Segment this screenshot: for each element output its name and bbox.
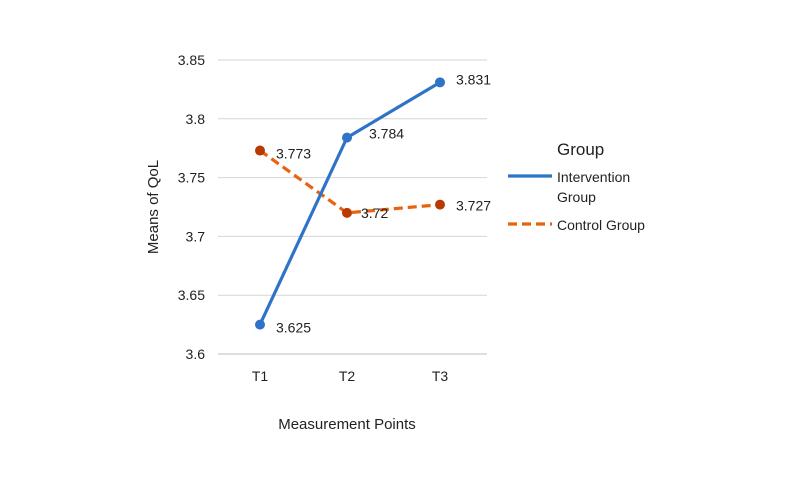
x-axis-title: Measurement Points: [278, 416, 416, 433]
data-label: 3.72: [361, 205, 388, 221]
x-tick-label: T2: [339, 368, 356, 384]
series-lines: [255, 77, 445, 329]
intervention-data-point: [342, 133, 352, 143]
y-tick-label: 3.65: [178, 287, 205, 303]
y-tick-label: 3.8: [186, 111, 206, 127]
legend: Group Intervention Group Control Group: [508, 140, 645, 233]
data-label: 3.727: [456, 198, 491, 214]
data-label: 3.831: [456, 71, 491, 87]
y-tick-label: 3.6: [186, 346, 206, 362]
control-data-point: [435, 200, 445, 210]
y-tick-label: 3.85: [178, 52, 205, 68]
data-label: 3.773: [276, 146, 311, 162]
y-tick-label: 3.75: [178, 170, 205, 186]
legend-title: Group: [557, 140, 604, 159]
legend-label-intervention: Intervention Group: [557, 169, 630, 205]
intervention-data-point: [255, 320, 265, 330]
control-data-point: [255, 146, 265, 156]
y-axis-title: Means of QoL: [145, 160, 162, 254]
control-data-point: [342, 208, 352, 218]
legend-label-control: Control Group: [557, 217, 645, 233]
y-tick-label: 3.7: [186, 228, 206, 244]
x-tick-label: T1: [252, 368, 269, 384]
data-labels: 3.773 3.72 3.727 3.625 3.784 3.831: [276, 71, 491, 335]
x-tick-label: T3: [432, 368, 449, 384]
grid-lines: [218, 60, 487, 354]
data-label: 3.625: [276, 320, 311, 336]
data-label: 3.784: [369, 126, 404, 142]
y-axis-ticks: 3.6 3.65 3.7 3.75 3.8 3.85: [178, 52, 205, 362]
x-axis-ticks: T1 T2 T3: [252, 368, 449, 384]
intervention-data-point: [435, 77, 445, 87]
